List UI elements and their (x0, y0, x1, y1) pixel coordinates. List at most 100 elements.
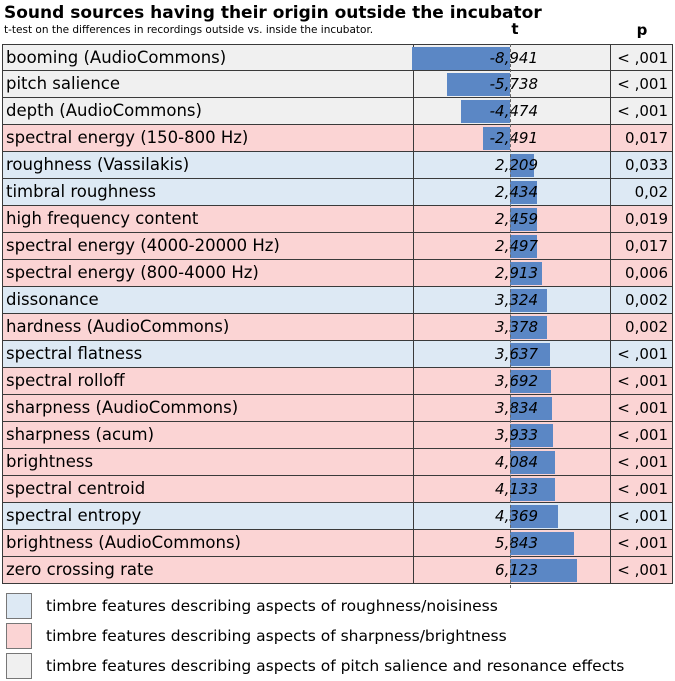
legend-label: timbre features describing aspects of ro… (46, 597, 498, 615)
bar-cell: 2,459 (414, 206, 611, 233)
t-value: -8,941 (489, 49, 538, 67)
bar-cell: 2,497 (414, 233, 611, 260)
bar-cell: 3,692 (414, 368, 611, 395)
bar (510, 424, 554, 447)
bar-cell: 2,913 (414, 260, 611, 287)
bar-cell: 2,209 (414, 152, 611, 179)
feature-label: booming (AudioCommons) (2, 44, 414, 71)
p-value: 0,02 (611, 179, 673, 206)
t-value: 2,209 (495, 156, 538, 174)
legend-label: timbre features describing aspects of pi… (46, 657, 625, 675)
table-row: spectral energy (800-4000 Hz) 2,913 0,006 (0, 260, 675, 287)
p-value: 0,006 (611, 260, 673, 287)
p-value: < ,001 (611, 476, 673, 503)
t-value: 4,133 (495, 480, 538, 498)
feature-label: spectral centroid (2, 476, 414, 503)
t-value: 3,834 (495, 399, 538, 417)
results-table: booming (AudioCommons) -8,941 < ,001 pitch … (0, 44, 675, 588)
bar (510, 532, 575, 555)
feature-label: spectral flatness (2, 341, 414, 368)
chart-title: Sound sources having their origin outsid… (4, 3, 542, 23)
bar (510, 289, 547, 312)
table-row: dissonance 3,324 0,002 (0, 287, 675, 314)
feature-label: hardness (AudioCommons) (2, 314, 414, 341)
p-value: < ,001 (611, 395, 673, 422)
table-row: sharpness (acum) 3,933 < ,001 (0, 422, 675, 449)
p-value: < ,001 (611, 503, 673, 530)
t-value: 4,369 (495, 507, 538, 525)
table-row: spectral energy (4000-20000 Hz) 2,497 0,01… (0, 233, 675, 260)
bar-cell: -8,941 (411, 44, 611, 71)
legend-swatch (6, 653, 32, 679)
feature-label: spectral rolloff (2, 368, 414, 395)
table-row: zero crossing rate 6,123 < ,001 (0, 557, 675, 584)
feature-label: sharpness (AudioCommons) (2, 395, 414, 422)
p-value: 0,019 (611, 206, 673, 233)
bar (510, 397, 553, 420)
bar (510, 559, 578, 582)
p-column-header: p (636, 21, 648, 39)
bar-cell: 4,133 (414, 476, 611, 503)
feature-label: brightness (AudioCommons) (2, 530, 414, 557)
table-row: timbral roughness 2,434 0,02 (0, 179, 675, 206)
t-value: 3,637 (495, 345, 538, 363)
t-value: 3,933 (495, 426, 538, 444)
bar-cell: 5,843 (414, 530, 611, 557)
bar (510, 478, 556, 501)
p-value: < ,001 (611, 557, 673, 584)
bar-cell: 4,369 (414, 503, 611, 530)
chart-subtitle: t-test on the differences in recordings … (4, 24, 374, 36)
bar-cell: -5,738 (414, 71, 611, 98)
p-value: 0,017 (611, 125, 673, 152)
feature-label: spectral entropy (2, 503, 414, 530)
table-row: sharpness (AudioCommons) 3,834 < ,001 (0, 395, 675, 422)
table-row: booming (AudioCommons) -8,941 < ,001 (0, 44, 675, 71)
bar (510, 370, 551, 393)
table-row: spectral energy (150-800 Hz) -2,491 0,017 (0, 125, 675, 152)
table-row: pitch salience -5,738 < ,001 (0, 71, 675, 98)
feature-label: spectral energy (150-800 Hz) (2, 125, 414, 152)
p-value: < ,001 (611, 422, 673, 449)
t-value: 2,459 (495, 210, 538, 228)
bar (446, 73, 510, 96)
p-value: < ,001 (611, 98, 673, 125)
bar-cell: 2,434 (414, 179, 611, 206)
bar (510, 208, 538, 231)
p-value: < ,001 (611, 44, 673, 71)
bar (411, 47, 510, 70)
table-row: roughness (Vassilakis) 2,209 0,033 (0, 152, 675, 179)
legend-item: timbre features describing aspects of sh… (6, 622, 674, 650)
bar-cell: 4,084 (414, 449, 611, 476)
bar-cell: 6,123 (414, 557, 611, 584)
t-value: 3,692 (495, 372, 538, 390)
legend-item: timbre features describing aspects of ro… (6, 592, 674, 620)
feature-label: timbral roughness (2, 179, 414, 206)
bar (510, 262, 543, 285)
feature-label: roughness (Vassilakis) (2, 152, 414, 179)
feature-label: spectral energy (4000-20000 Hz) (2, 233, 414, 260)
bar (510, 316, 548, 339)
table-row: high frequency content 2,459 0,019 (0, 206, 675, 233)
feature-label: depth (AudioCommons) (2, 98, 414, 125)
legend: timbre features describing aspects of ro… (0, 588, 675, 681)
bar (482, 127, 510, 150)
p-value: < ,001 (611, 341, 673, 368)
feature-label: sharpness (acum) (2, 422, 414, 449)
feature-label: spectral energy (800-4000 Hz) (2, 260, 414, 287)
t-value: 3,324 (495, 291, 538, 309)
t-value: 2,497 (495, 237, 538, 255)
bar-cell: -4,474 (414, 98, 611, 125)
bar (510, 235, 538, 258)
bar-cell: 3,378 (414, 314, 611, 341)
table-row: spectral flatness 3,637 < ,001 (0, 341, 675, 368)
t-value: -5,738 (489, 75, 538, 93)
p-value: < ,001 (611, 368, 673, 395)
legend-swatch (6, 623, 32, 649)
legend-label: timbre features describing aspects of sh… (46, 627, 507, 645)
table-row: spectral centroid 4,133 < ,001 (0, 476, 675, 503)
bar (510, 181, 537, 204)
t-column-header: t (511, 20, 519, 38)
feature-label: dissonance (2, 287, 414, 314)
bar (510, 451, 555, 474)
zero-axis-line (510, 44, 512, 588)
